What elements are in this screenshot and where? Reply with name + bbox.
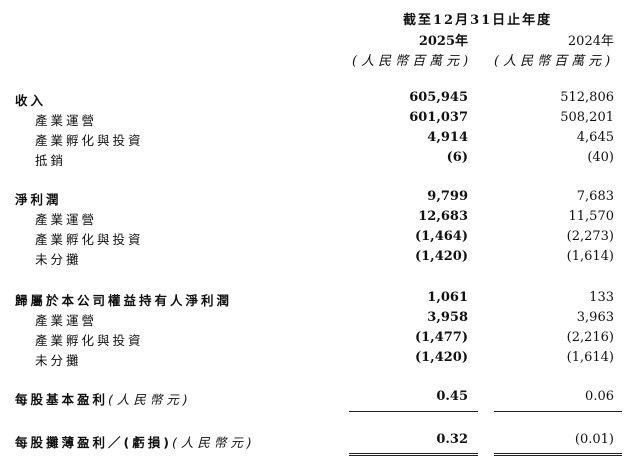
value-2025: 605,945	[409, 90, 468, 105]
value-2024: 508,201	[560, 110, 614, 125]
eps-basic-label: 每股基本盈利(人民幣元)	[15, 392, 192, 407]
table-row: 產業孵化與投資 (1,464) (2,273)	[0, 227, 640, 247]
row-label: 產業孵化與投資	[35, 133, 144, 148]
value-2024: 7,683	[576, 189, 614, 204]
col1-year: 2025年	[418, 34, 468, 49]
table-row: 產業孵化與投資 4,914 4,645	[0, 128, 640, 148]
value-2025: 4,914	[427, 130, 468, 145]
table-row: 抵銷 (6) (40)	[0, 148, 640, 168]
value-2025: (1,464)	[414, 229, 468, 244]
eps-diluted-underline-2024	[494, 453, 622, 456]
value-2025: 1,061	[427, 290, 468, 305]
col2-year: 2024年	[567, 34, 614, 49]
value-2024: 133	[589, 290, 614, 305]
value-2025: 3,958	[427, 310, 468, 325]
table-row: 歸屬於本公司權益持有人淨利潤 1,061 133	[0, 288, 640, 308]
row-label: 產業運營	[35, 212, 98, 227]
value-2024: (2,273)	[566, 229, 614, 244]
value-2024: 3,963	[576, 310, 614, 325]
value-2025: (1,477)	[414, 330, 468, 345]
eps-diluted-underline-2025	[349, 453, 478, 456]
table-row: 未分攤 (1,420) (1,614)	[0, 348, 640, 368]
eps-basic-2024: 0.06	[585, 389, 614, 404]
table-row: 產業孵化與投資 (1,477) (2,216)	[0, 328, 640, 348]
value-2024: (1,614)	[566, 249, 614, 264]
table-row: 產業運營 12,683 11,570	[0, 207, 640, 227]
value-2024: (1,614)	[566, 350, 614, 365]
eps-diluted-row: 每股攤薄盈利／(虧損)(人民幣元) 0.32 (0.01)	[0, 430, 640, 450]
period-header: 截至12月31日止年度	[403, 13, 553, 28]
value-2024: (40)	[587, 150, 614, 165]
value-2025: (6)	[446, 150, 468, 165]
eps-basic-row: 每股基本盈利(人民幣元) 0.45 0.06	[0, 387, 640, 407]
col2-unit: (人民幣百萬元)	[494, 54, 615, 69]
row-label: 產業運營	[35, 313, 98, 328]
value-2025: 9,799	[427, 189, 468, 204]
value-2025: 12,683	[418, 209, 468, 224]
eps-diluted-label: 每股攤薄盈利／(虧損)(人民幣元)	[15, 435, 256, 450]
row-label: 收入	[15, 93, 47, 108]
table-row: 產業運營 3,958 3,963	[0, 308, 640, 328]
value-2024: 4,645	[576, 130, 614, 145]
value-2025: 601,037	[409, 110, 468, 125]
value-2025: (1,420)	[414, 249, 468, 264]
row-label: 抵銷	[35, 153, 67, 168]
eps-diluted-2024: (0.01)	[574, 432, 614, 447]
row-label: 歸屬於本公司權益持有人淨利潤	[15, 293, 233, 308]
eps-basic-underline-2024	[494, 411, 622, 412]
table-row: 淨利潤 9,799 7,683	[0, 187, 640, 207]
eps-basic-2025: 0.45	[436, 389, 468, 404]
table-row: 收入 605,945 512,806	[0, 88, 640, 108]
row-label: 產業運營	[35, 113, 98, 128]
row-label: 產業孵化與投資	[35, 333, 144, 348]
col1-unit: (人民幣百萬元)	[352, 54, 473, 69]
value-2024: 11,570	[568, 209, 615, 224]
table-row: 產業運營 601,037 508,201	[0, 108, 640, 128]
eps-basic-underline-2025	[349, 411, 478, 412]
value-2024: 512,806	[560, 90, 614, 105]
table-row: 未分攤 (1,420) (1,614)	[0, 247, 640, 267]
row-label: 產業孵化與投資	[35, 232, 144, 247]
value-2024: (2,216)	[566, 330, 614, 345]
row-label: 未分攤	[35, 353, 82, 368]
value-2025: (1,420)	[414, 350, 468, 365]
row-label: 淨利潤	[15, 192, 62, 207]
row-label: 未分攤	[35, 252, 82, 267]
eps-diluted-2025: 0.32	[436, 432, 468, 447]
